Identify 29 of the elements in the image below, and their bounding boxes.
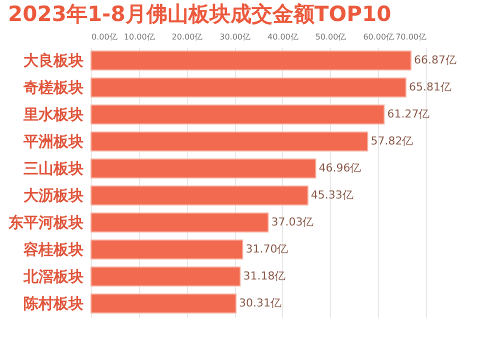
x-tick-label: 10.00亿 xyxy=(124,32,155,42)
data-label: 37.03亿 xyxy=(271,216,314,228)
y-tick-label: 陈村板块 xyxy=(24,294,84,312)
x-tick-label: 0.00亿 xyxy=(92,32,118,42)
y-tick-label: 东平河板块 xyxy=(8,214,84,232)
y-tick-label: 奇槎板块 xyxy=(22,78,84,96)
data-label: 31.18亿 xyxy=(243,270,286,282)
data-label: 45.33亿 xyxy=(310,188,354,202)
data-label: 65.81亿 xyxy=(408,80,452,94)
x-tick-label: 60.00亿 xyxy=(363,32,394,42)
chart-title: 2023年1-8月佛山板块成交金额TOP10 xyxy=(8,2,392,26)
data-label: 46.96亿 xyxy=(318,162,362,174)
x-tick-label: 50.00亿 xyxy=(315,32,346,42)
data-label: 57.82亿 xyxy=(370,134,414,148)
data-label: 66.87亿 xyxy=(414,54,457,66)
x-tick-label: 30.00亿 xyxy=(220,32,251,42)
x-tick-label: 70.00亿 xyxy=(396,32,426,42)
y-tick-label: 大沥板块 xyxy=(24,186,84,204)
y-tick-label: 容桂板块 xyxy=(22,240,84,258)
data-label: 61.27亿 xyxy=(387,108,430,120)
y-tick-label: 北滘板块 xyxy=(22,268,84,286)
y-tick-label: 大良板块 xyxy=(24,52,84,70)
y-tick-label: 里水板块 xyxy=(22,106,84,124)
y-tick-label: 三山板块 xyxy=(24,160,84,178)
y-tick-label: 平洲板块 xyxy=(22,132,84,150)
data-label: 30.31亿 xyxy=(239,296,282,310)
x-tick-label: 40.00亿 xyxy=(267,32,298,42)
x-tick-label: 20.00亿 xyxy=(172,32,203,42)
data-label: 31.70亿 xyxy=(246,242,288,256)
